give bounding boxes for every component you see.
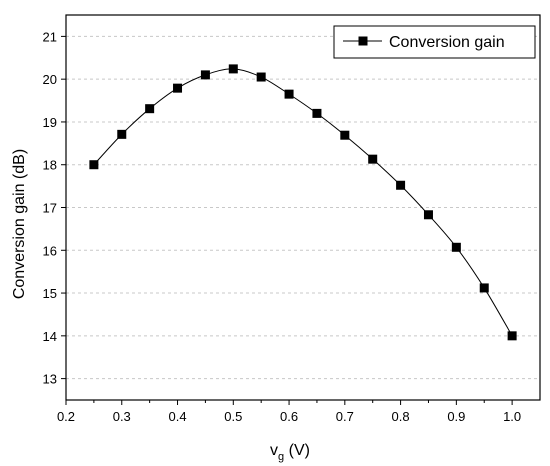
y-tick-label: 15 [43,286,57,301]
y-tick-label: 16 [43,243,57,258]
y-tick-label: 13 [43,372,57,387]
x-axis-ticks: 0.2 0.3 0.4 0.5 0.6 0.7 0.8 0.9 1.0 [57,400,521,424]
y-tick-label: 18 [43,158,57,173]
data-point-marker [228,64,238,74]
x-axis-title-main: v [270,442,278,459]
data-point-marker [423,210,433,220]
x-tick-label: 0.5 [224,409,242,424]
series-markers [89,64,517,341]
x-tick-label: 0.4 [168,409,186,424]
x-axis-title: vg (V) [270,442,310,463]
x-axis-title-subscript: g [278,451,284,463]
series-line-conversion-gain [93,68,513,337]
legend-marker-icon [358,36,368,46]
data-point-marker [145,104,155,114]
y-axis-title: Conversion gain (dB) [11,149,28,299]
x-tick-label: 0.8 [392,409,410,424]
data-point-marker [256,72,266,82]
data-point-marker [507,331,517,341]
y-tick-label: 20 [43,72,57,87]
x-tick-label: 1.0 [503,409,521,424]
legend: Conversion gain [333,25,536,59]
y-tick-label: 17 [43,201,57,216]
data-point-marker [451,242,461,252]
data-point-marker [173,83,183,93]
legend-box [333,25,536,59]
legend-label: Conversion gain [389,34,505,51]
grid [66,35,540,380]
data-point-marker [284,89,294,99]
x-tick-label: 0.6 [280,409,298,424]
data-point-marker [340,130,350,140]
x-axis-title-unit: (V) [284,442,310,459]
data-point-marker [368,154,378,164]
data-point-marker [396,180,406,190]
y-tick-label: 19 [43,115,57,130]
data-point-marker [117,129,127,139]
y-axis-ticks: 13 14 15 16 17 18 19 20 21 [43,29,66,387]
x-tick-label: 0.2 [57,409,75,424]
y-tick-label: 21 [43,29,57,44]
data-point-marker [89,160,99,170]
y-tick-label: 14 [43,329,57,344]
x-tick-label: 0.3 [113,409,131,424]
data-point-marker [200,70,210,80]
x-tick-label: 0.7 [336,409,354,424]
data-point-marker [312,108,322,118]
data-point-marker [479,283,489,293]
x-tick-label: 0.9 [447,409,465,424]
